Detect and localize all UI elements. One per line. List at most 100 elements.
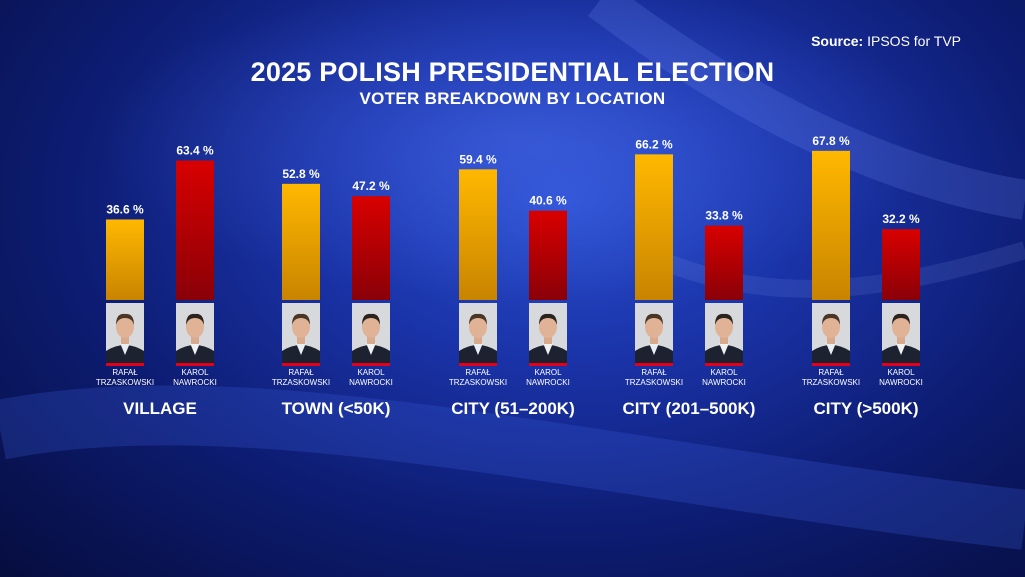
- hair: [645, 313, 663, 325]
- bar-nawrocki: [882, 229, 920, 300]
- source-label: Source:: [811, 33, 864, 49]
- value-label: 47.2 %: [352, 179, 390, 193]
- category-label: CITY (201–500K): [623, 399, 756, 418]
- candidate-name-first: RAFAŁ: [641, 368, 667, 377]
- photo-strip: [635, 363, 673, 366]
- value-label: 32.2 %: [882, 212, 920, 226]
- photo-strip: [459, 363, 497, 366]
- candidate-name-first: KAROL: [710, 368, 738, 377]
- value-label: 33.8 %: [705, 209, 743, 223]
- bar-nawrocki: [352, 196, 390, 300]
- neck: [827, 336, 835, 344]
- shirt-collar: [649, 343, 659, 355]
- bar-trzaskowski: [106, 219, 144, 300]
- photo-strip: [106, 363, 144, 366]
- neck: [544, 336, 552, 344]
- candidate-name-first: KAROL: [181, 368, 209, 377]
- candidate-photo: [106, 303, 144, 366]
- bar-nawrocki: [529, 210, 567, 300]
- category-label: TOWN (<50K): [282, 399, 391, 418]
- photo-strip: [882, 363, 920, 366]
- hair: [362, 313, 380, 325]
- face: [186, 316, 204, 338]
- hair: [715, 313, 733, 325]
- candidate-name-first: RAFAŁ: [465, 368, 491, 377]
- candidate-photo: [352, 303, 390, 366]
- hair: [469, 313, 487, 325]
- candidate-name-last: TRZASKOWSKI: [449, 378, 507, 387]
- shirt-collar: [120, 343, 130, 355]
- candidate-name-last: TRZASKOWSKI: [272, 378, 330, 387]
- candidate-name-last: NAWROCKI: [173, 378, 217, 387]
- chart-subtitle: VOTER BREAKDOWN BY LOCATION: [359, 89, 666, 108]
- value-label: 67.8 %: [812, 134, 850, 148]
- hair: [116, 313, 134, 325]
- photo-strip: [812, 363, 850, 366]
- value-label: 66.2 %: [635, 137, 673, 151]
- face: [645, 316, 663, 338]
- neck: [367, 336, 375, 344]
- value-label: 59.4 %: [459, 152, 497, 166]
- category-label: CITY (>500K): [813, 399, 918, 418]
- candidate-name-first: KAROL: [534, 368, 562, 377]
- photo-strip: [705, 363, 743, 366]
- face: [292, 316, 310, 338]
- candidate-name-last: TRZASKOWSKI: [802, 378, 860, 387]
- source-text: IPSOS for TVP: [867, 33, 961, 49]
- face: [362, 316, 380, 338]
- neck: [897, 336, 905, 344]
- candidate-photo: [705, 303, 743, 366]
- value-label: 63.4 %: [176, 144, 214, 158]
- hair: [822, 313, 840, 325]
- photo-strip: [176, 363, 214, 366]
- candidate-name-last: TRZASKOWSKI: [625, 378, 683, 387]
- neck: [650, 336, 658, 344]
- photo-strip: [352, 363, 390, 366]
- candidate-photo: [529, 303, 567, 366]
- value-label: 52.8 %: [282, 167, 320, 181]
- face: [892, 316, 910, 338]
- neck: [720, 336, 728, 344]
- candidate-name-first: RAFAŁ: [288, 368, 314, 377]
- candidate-photo: [282, 303, 320, 366]
- shirt-collar: [296, 343, 306, 355]
- bar-trzaskowski: [812, 150, 850, 300]
- hair: [186, 313, 204, 325]
- shirt-collar: [366, 343, 376, 355]
- shirt-collar: [719, 343, 729, 355]
- hair: [892, 313, 910, 325]
- category-label: VILLAGE: [123, 399, 197, 418]
- candidate-name-last: NAWROCKI: [526, 378, 570, 387]
- candidate-name-last: NAWROCKI: [349, 378, 393, 387]
- value-label: 40.6 %: [529, 194, 567, 208]
- candidate-name-first: KAROL: [357, 368, 385, 377]
- face: [822, 316, 840, 338]
- bar-trzaskowski: [282, 183, 320, 300]
- neck: [474, 336, 482, 344]
- hair: [292, 313, 310, 325]
- candidate-name-last: NAWROCKI: [702, 378, 746, 387]
- photo-strip: [282, 363, 320, 366]
- shirt-collar: [543, 343, 553, 355]
- hair: [539, 313, 557, 325]
- face: [116, 316, 134, 338]
- candidate-photo: [882, 303, 920, 366]
- value-label: 36.6 %: [106, 202, 144, 216]
- bar-nawrocki: [705, 225, 743, 300]
- face: [539, 316, 557, 338]
- shirt-collar: [473, 343, 483, 355]
- category-label: CITY (51–200K): [451, 399, 574, 418]
- candidate-name-first: KAROL: [887, 368, 915, 377]
- bar-trzaskowski: [459, 169, 497, 300]
- candidate-name-first: RAFAŁ: [112, 368, 138, 377]
- candidate-photo: [459, 303, 497, 366]
- face: [469, 316, 487, 338]
- candidate-name-first: RAFAŁ: [818, 368, 844, 377]
- neck: [297, 336, 305, 344]
- photo-strip: [529, 363, 567, 366]
- shirt-collar: [190, 343, 200, 355]
- source-note: Source: IPSOS for TVP: [811, 33, 961, 49]
- neck: [121, 336, 129, 344]
- bar-trzaskowski: [635, 154, 673, 300]
